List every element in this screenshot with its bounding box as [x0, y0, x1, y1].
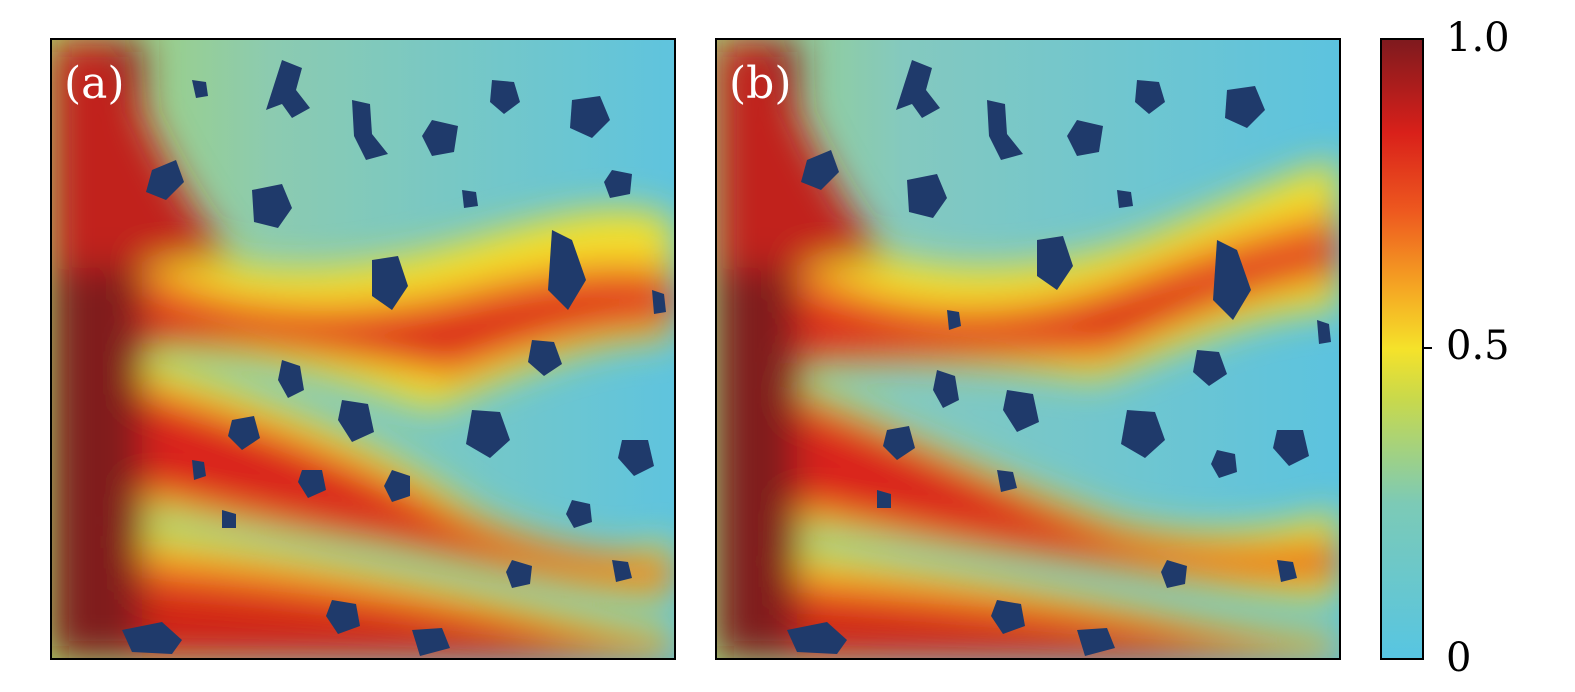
panel-label-b: (b)	[729, 58, 792, 109]
band-middle-red	[52, 370, 674, 580]
obstacle	[1225, 86, 1265, 128]
obstacle	[907, 174, 947, 218]
obstacle	[372, 256, 408, 310]
source-upper-glow	[717, 40, 887, 270]
heatmap-b-field	[717, 40, 1339, 658]
obstacle	[618, 440, 654, 476]
obstacle	[266, 60, 310, 118]
obstacle	[462, 190, 478, 208]
obstacle	[987, 100, 1023, 160]
panel-label-a: (a)	[64, 58, 125, 109]
obstacle	[528, 340, 562, 376]
source-upper-glow	[52, 40, 232, 270]
obstacle	[1213, 240, 1251, 320]
obstacle	[801, 150, 839, 190]
colorbar-tick-label: 0.5	[1446, 323, 1510, 369]
obstacle	[298, 470, 326, 498]
colorbar-tick	[1422, 347, 1432, 349]
colorbar-tick-label: 1.0	[1446, 15, 1510, 61]
band-upper-red	[52, 260, 674, 360]
obstacle	[422, 120, 458, 156]
obstacle	[222, 510, 236, 528]
obstacle	[412, 628, 450, 656]
halo-middle	[717, 360, 1339, 600]
heatmap-a-field	[52, 40, 674, 658]
obstacle	[1067, 120, 1103, 156]
obstacle	[1117, 190, 1133, 208]
obstacle	[1193, 350, 1227, 386]
obstacle	[192, 80, 208, 98]
obstacle	[1121, 410, 1165, 458]
obstacle	[1317, 320, 1331, 344]
obstacle	[252, 184, 292, 228]
heatmap-panel-b: (b)	[715, 38, 1341, 660]
band-middle-red	[717, 380, 1339, 569]
heatmap-a-svg	[52, 40, 674, 658]
obstacle	[146, 160, 184, 200]
obstacle	[1135, 80, 1165, 114]
obstacle	[612, 560, 632, 582]
obstacle	[352, 100, 388, 160]
obstacle	[883, 426, 915, 460]
obstacle	[933, 370, 959, 408]
obstacle	[570, 96, 610, 138]
obstacle	[1077, 628, 1115, 656]
obstacle	[1161, 560, 1187, 588]
obstacle	[548, 230, 586, 310]
obstacle	[652, 290, 666, 314]
obstacle	[192, 460, 206, 480]
obstacle	[997, 470, 1017, 492]
band-lower-red	[717, 595, 1339, 658]
obstacle	[466, 410, 510, 458]
obstacle	[338, 400, 374, 442]
obstacles-b	[787, 60, 1331, 656]
band-lower-red	[52, 580, 674, 658]
colorbar-tick-label: 0	[1446, 635, 1472, 681]
obstacle	[506, 560, 532, 588]
obstacle	[991, 600, 1025, 634]
heatmap-panel-a: (a)	[50, 38, 676, 660]
obstacle	[384, 470, 410, 502]
obstacle	[1003, 390, 1039, 432]
obstacle	[1211, 450, 1237, 478]
obstacles-a	[122, 60, 666, 656]
obstacle	[787, 622, 847, 654]
obstacle	[228, 416, 260, 450]
band-middle-orange	[52, 360, 674, 588]
colorbar	[1380, 38, 1424, 660]
obstacle	[566, 500, 592, 528]
obstacle	[1273, 430, 1309, 466]
obstacle	[604, 170, 632, 198]
obstacle	[326, 600, 360, 634]
obstacle	[877, 490, 891, 508]
obstacle	[896, 60, 940, 118]
obstacle	[122, 622, 182, 654]
obstacle	[947, 310, 961, 330]
obstacle	[490, 80, 520, 114]
heatmap-b-svg	[717, 40, 1339, 658]
band-upper-red	[717, 245, 1339, 355]
obstacle	[1037, 236, 1073, 290]
obstacle	[1277, 560, 1297, 582]
obstacle	[278, 360, 304, 398]
